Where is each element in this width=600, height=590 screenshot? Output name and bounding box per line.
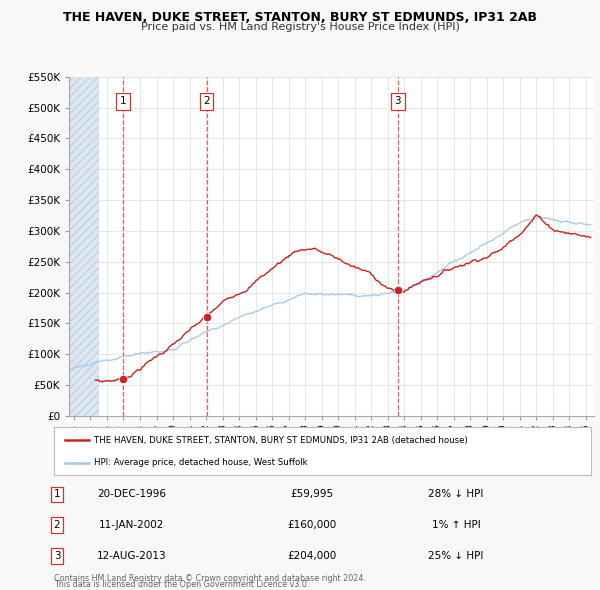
Text: 12-AUG-2013: 12-AUG-2013 bbox=[97, 551, 167, 560]
Text: 25% ↓ HPI: 25% ↓ HPI bbox=[428, 551, 484, 560]
Text: £204,000: £204,000 bbox=[287, 551, 337, 560]
Text: HPI: Average price, detached house, West Suffolk: HPI: Average price, detached house, West… bbox=[94, 458, 308, 467]
Text: THE HAVEN, DUKE STREET, STANTON, BURY ST EDMUNDS, IP31 2AB: THE HAVEN, DUKE STREET, STANTON, BURY ST… bbox=[63, 11, 537, 24]
Text: This data is licensed under the Open Government Licence v3.0.: This data is licensed under the Open Gov… bbox=[54, 580, 310, 589]
Text: 11-JAN-2002: 11-JAN-2002 bbox=[100, 520, 164, 530]
Text: THE HAVEN, DUKE STREET, STANTON, BURY ST EDMUNDS, IP31 2AB (detached house): THE HAVEN, DUKE STREET, STANTON, BURY ST… bbox=[94, 435, 468, 445]
Text: 3: 3 bbox=[395, 96, 401, 106]
Text: 1: 1 bbox=[53, 490, 61, 499]
Text: 20-DEC-1996: 20-DEC-1996 bbox=[97, 490, 167, 499]
Bar bbox=[69, 77, 99, 416]
Text: 28% ↓ HPI: 28% ↓ HPI bbox=[428, 490, 484, 499]
Text: 2: 2 bbox=[53, 520, 61, 530]
Text: 2: 2 bbox=[203, 96, 210, 106]
Bar bbox=[69, 77, 99, 416]
Text: Price paid vs. HM Land Registry's House Price Index (HPI): Price paid vs. HM Land Registry's House … bbox=[140, 22, 460, 32]
Text: £59,995: £59,995 bbox=[290, 490, 334, 499]
Text: 1% ↑ HPI: 1% ↑ HPI bbox=[431, 520, 481, 530]
Text: 3: 3 bbox=[53, 551, 61, 560]
Text: Contains HM Land Registry data © Crown copyright and database right 2024.: Contains HM Land Registry data © Crown c… bbox=[54, 574, 366, 583]
Text: £160,000: £160,000 bbox=[287, 520, 337, 530]
Text: 1: 1 bbox=[119, 96, 126, 106]
